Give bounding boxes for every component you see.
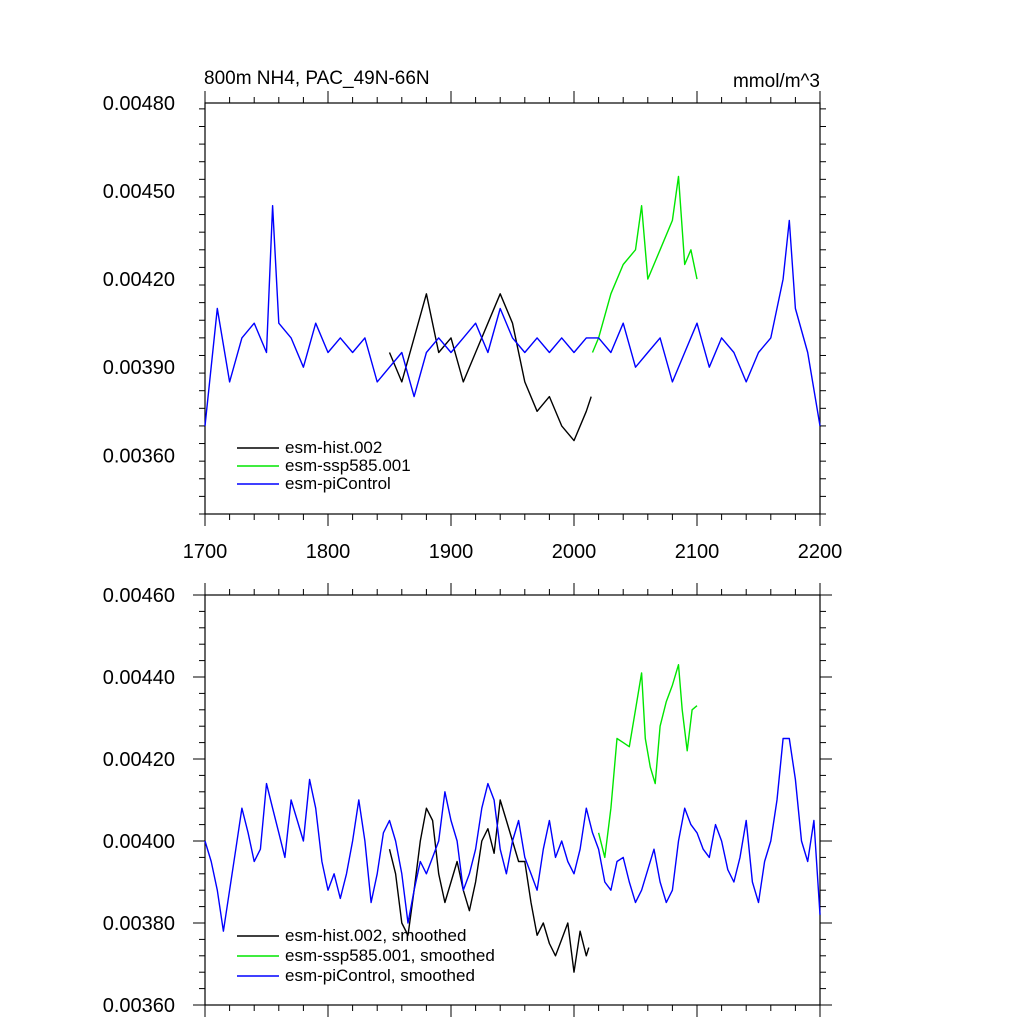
top-plot-title: 800m NH4, PAC_49N-66N	[204, 68, 430, 89]
series-line-esm-picontrol	[204, 204, 821, 427]
bottom-plot: 0.00360 0.00380 0.00400 0.00420 0.00440 0.004…	[103, 583, 832, 1017]
legend-label-esm-picontrol: esm-piControl, smoothed	[285, 966, 475, 985]
legend-label-esm-ssp585-001: esm-ssp585.001, smoothed	[285, 946, 495, 965]
x-tick-label: 1800	[306, 541, 351, 563]
top-plot-series	[204, 175, 821, 442]
y-tick-label: 0.00420	[103, 749, 175, 771]
x-tick-label: 1900	[429, 541, 474, 563]
y-tick-label: 0.00450	[103, 181, 175, 203]
y-tick-label: 0.00460	[103, 585, 175, 607]
top-plot-axes: 1700 1800 1900 2000 2100 2200 0.00360 0.00390 0.…	[103, 91, 843, 563]
legend-label-esm-picontrol: esm-piControl	[285, 474, 391, 493]
y-tick-label: 0.00380	[103, 913, 175, 935]
bottom-plot-series	[204, 664, 821, 973]
legend-label-esm-hist-002: esm-hist.002	[285, 438, 382, 457]
series-line-esm-ssp585-001	[591, 175, 698, 353]
y-tick-label: 0.00400	[103, 831, 175, 853]
y-tick-label: 0.00360	[103, 445, 175, 467]
y-tick-label: 0.00420	[103, 269, 175, 291]
legend-label-esm-ssp585-001: esm-ssp585.001	[285, 456, 411, 475]
legend-label-esm-hist-002: esm-hist.002, smoothed	[285, 926, 466, 945]
top-plot: 800m NH4, PAC_49N-66N mmol/m^3 1700 1800 1…	[103, 68, 843, 563]
series-line-esm-ssp585-001	[597, 664, 698, 859]
y-tick-label: 0.00480	[103, 93, 175, 115]
x-tick-label: 2200	[798, 541, 843, 563]
series-line-esm-picontrol	[204, 737, 821, 932]
y-tick-label: 0.00390	[103, 357, 175, 379]
y-tick-label: 0.00440	[103, 667, 175, 689]
bottom-plot-frame	[204, 594, 821, 1006]
bottom-plot-axes: 0.00360 0.00380 0.00400 0.00420 0.00440 0.004…	[103, 583, 832, 1017]
top-plot-units: mmol/m^3	[733, 71, 820, 92]
y-tick-label: 0.00360	[103, 995, 175, 1017]
series-line-esm-hist-002	[388, 799, 590, 973]
series-line-esm-hist-002	[388, 293, 592, 442]
x-tick-label: 2000	[552, 541, 597, 563]
x-tick-label: 1700	[183, 541, 228, 563]
x-tick-label: 2100	[675, 541, 720, 563]
top-plot-frame	[204, 102, 821, 515]
